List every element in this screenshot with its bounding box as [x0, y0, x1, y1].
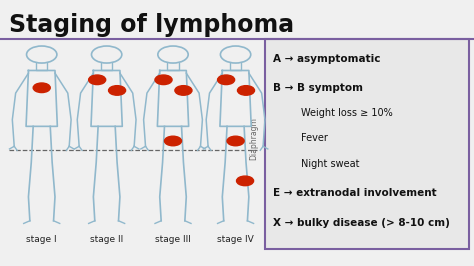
Text: Staging of lymphoma: Staging of lymphoma: [9, 13, 295, 37]
Text: E → extranodal involvement: E → extranodal involvement: [273, 188, 436, 198]
Text: stage I: stage I: [27, 235, 57, 244]
Text: stage IV: stage IV: [217, 235, 254, 244]
Circle shape: [175, 86, 192, 95]
FancyBboxPatch shape: [265, 39, 469, 249]
Text: stage II: stage II: [90, 235, 123, 244]
Text: stage III: stage III: [155, 235, 191, 244]
Text: B → B symptom: B → B symptom: [273, 83, 363, 93]
Text: Night sweat: Night sweat: [301, 159, 359, 169]
Text: Diaphragm: Diaphragm: [249, 117, 258, 160]
Circle shape: [164, 136, 182, 146]
Circle shape: [218, 75, 235, 85]
Circle shape: [227, 136, 244, 146]
Text: Fever: Fever: [301, 133, 328, 143]
Circle shape: [33, 83, 50, 93]
Circle shape: [89, 75, 106, 85]
Text: X → bulky disease (> 8-10 cm): X → bulky disease (> 8-10 cm): [273, 218, 449, 228]
Circle shape: [109, 86, 126, 95]
Text: A → asymptomatic: A → asymptomatic: [273, 53, 380, 64]
Circle shape: [237, 86, 255, 95]
Circle shape: [155, 75, 172, 85]
Circle shape: [237, 176, 254, 186]
Text: Weight loss ≥ 10%: Weight loss ≥ 10%: [301, 108, 393, 118]
